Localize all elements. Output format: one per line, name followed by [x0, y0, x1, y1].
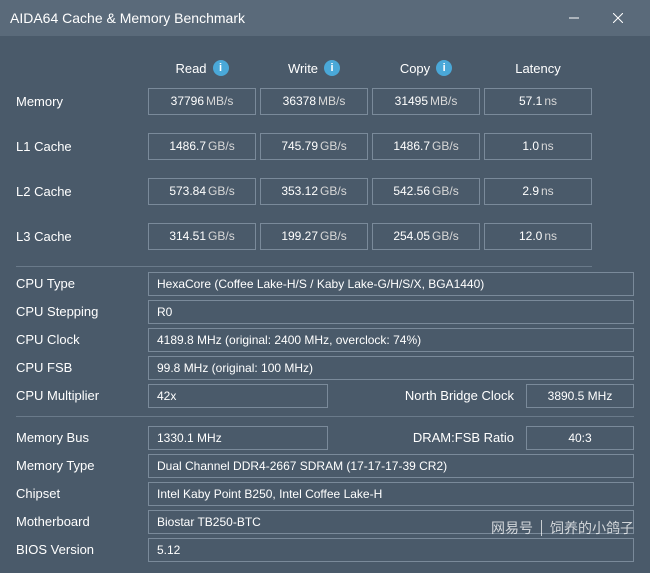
l2-latency[interactable]: 2.9ns: [484, 178, 592, 205]
cpu-fsb-label: CPU FSB: [16, 355, 144, 380]
dram-ratio-value: 40:3: [526, 426, 634, 450]
row-l3-label: L3 Cache: [16, 223, 144, 250]
bios-label: BIOS Version: [16, 537, 144, 562]
motherboard-label: Motherboard: [16, 509, 144, 534]
l3-read[interactable]: 314.51GB/s: [148, 223, 256, 250]
bios-value: 5.12: [148, 538, 634, 562]
watermark: 网易号 饲养的小鸽子: [491, 518, 634, 538]
aida64-window: AIDA64 Cache & Memory Benchmark Readi Wr…: [0, 0, 650, 548]
l1-copy[interactable]: 1486.7GB/s: [372, 133, 480, 160]
cpu-type-value: HexaCore (Coffee Lake-H/S / Kaby Lake-G/…: [148, 272, 634, 296]
chipset-value: Intel Kaby Point B250, Intel Coffee Lake…: [148, 482, 634, 506]
l2-read[interactable]: 573.84GB/s: [148, 178, 256, 205]
cpu-multiplier-label: CPU Multiplier: [16, 383, 144, 408]
info-icon[interactable]: i: [436, 60, 452, 76]
cpu-stepping-value: R0: [148, 300, 634, 324]
dram-ratio-label: DRAM:FSB Ratio: [332, 430, 522, 445]
l1-latency[interactable]: 1.0ns: [484, 133, 592, 160]
l2-write[interactable]: 353.12GB/s: [260, 178, 368, 205]
watermark-right: 饲养的小鸽子: [550, 518, 634, 538]
memory-bus-value: 1330.1 MHz: [148, 426, 328, 450]
memory-read[interactable]: 37796MB/s: [148, 88, 256, 115]
memory-copy[interactable]: 31495MB/s: [372, 88, 480, 115]
nb-clock-value: 3890.5 MHz: [526, 384, 634, 408]
memory-type-label: Memory Type: [16, 453, 144, 478]
cpu-info-section: CPU Type HexaCore (Coffee Lake-H/S / Kab…: [16, 271, 634, 408]
close-button[interactable]: [596, 0, 640, 36]
cpu-multiplier-value: 42x: [148, 384, 328, 408]
minimize-button[interactable]: [552, 0, 596, 36]
header-read: Readi: [148, 56, 256, 80]
info-icon[interactable]: i: [213, 60, 229, 76]
header-copy: Copyi: [372, 56, 480, 80]
memory-info-section: Memory Bus 1330.1 MHz DRAM:FSB Ratio 40:…: [16, 425, 634, 562]
info-icon[interactable]: i: [324, 60, 340, 76]
titlebar[interactable]: AIDA64 Cache & Memory Benchmark: [0, 0, 650, 36]
header-latency: Latency: [484, 56, 592, 80]
l1-write[interactable]: 745.79GB/s: [260, 133, 368, 160]
header-write: Writei: [260, 56, 368, 80]
divider: [16, 266, 592, 267]
content-area: Readi Writei Copyi Latency Memory 37796M…: [0, 36, 650, 573]
l3-latency[interactable]: 12.0ns: [484, 223, 592, 250]
cpu-stepping-label: CPU Stepping: [16, 299, 144, 324]
chipset-label: Chipset: [16, 481, 144, 506]
memory-write[interactable]: 36378MB/s: [260, 88, 368, 115]
l3-copy[interactable]: 254.05GB/s: [372, 223, 480, 250]
divider: [16, 416, 634, 417]
cpu-clock-value: 4189.8 MHz (original: 2400 MHz, overcloc…: [148, 328, 634, 352]
window-title: AIDA64 Cache & Memory Benchmark: [10, 10, 552, 26]
memory-type-value: Dual Channel DDR4-2667 SDRAM (17-17-17-3…: [148, 454, 634, 478]
nb-clock-label: North Bridge Clock: [332, 388, 522, 403]
cpu-clock-label: CPU Clock: [16, 327, 144, 352]
row-l2-label: L2 Cache: [16, 178, 144, 205]
benchmark-grid: Readi Writei Copyi Latency Memory 37796M…: [16, 56, 634, 269]
row-memory-label: Memory: [16, 88, 144, 115]
memory-latency[interactable]: 57.1ns: [484, 88, 592, 115]
memory-bus-label: Memory Bus: [16, 425, 144, 450]
l1-read[interactable]: 1486.7GB/s: [148, 133, 256, 160]
l2-copy[interactable]: 542.56GB/s: [372, 178, 480, 205]
watermark-left: 网易号: [491, 518, 533, 538]
watermark-divider: [541, 520, 542, 536]
l3-write[interactable]: 199.27GB/s: [260, 223, 368, 250]
row-l1-label: L1 Cache: [16, 133, 144, 160]
cpu-type-label: CPU Type: [16, 271, 144, 296]
cpu-fsb-value: 99.8 MHz (original: 100 MHz): [148, 356, 634, 380]
